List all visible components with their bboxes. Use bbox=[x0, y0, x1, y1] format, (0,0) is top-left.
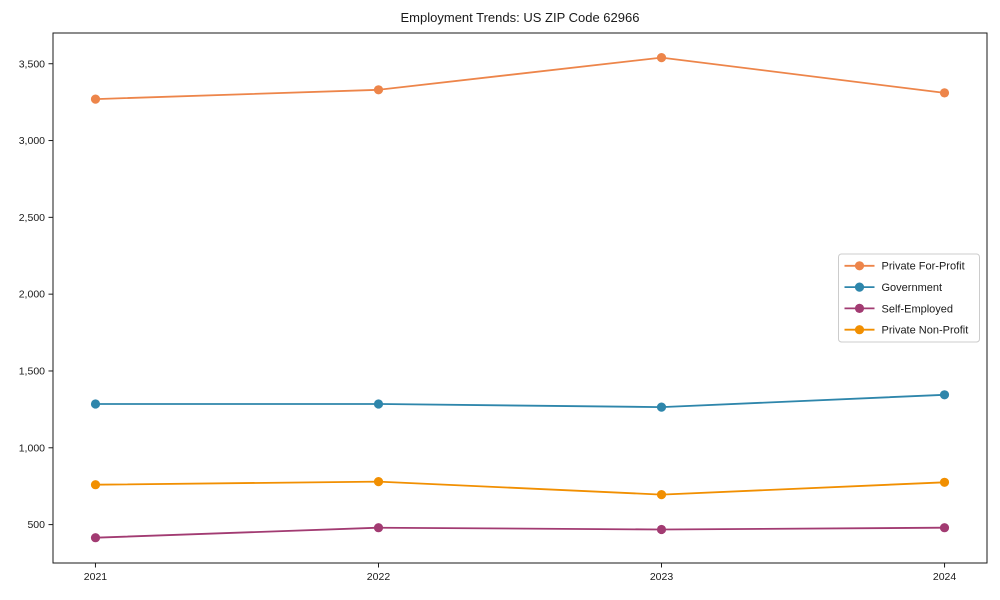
series-private-non-profit bbox=[90, 477, 950, 500]
y-tick-label: 2,500 bbox=[19, 212, 45, 224]
data-point-private-non-profit bbox=[90, 480, 101, 490]
x-tick-label: 2021 bbox=[84, 571, 108, 583]
y-tick-label: 3,500 bbox=[19, 58, 45, 70]
y-tick-label: 1,000 bbox=[19, 442, 45, 454]
legend-label-private-for-profit: Private For-Profit bbox=[882, 261, 965, 273]
legend-item-private-for-profit: Private For-Profit bbox=[844, 261, 965, 273]
data-point-private-non-profit bbox=[373, 477, 384, 487]
axes-spines bbox=[52, 32, 988, 564]
legend-marker-private-non-profit bbox=[854, 325, 865, 335]
legend-item-self-employed: Self-Employed bbox=[844, 303, 954, 315]
data-point-government bbox=[373, 399, 384, 409]
data-point-private-for-profit bbox=[939, 88, 950, 98]
y-tick-label: 500 bbox=[27, 519, 45, 531]
data-point-government bbox=[656, 402, 667, 412]
data-point-self-employed bbox=[373, 523, 384, 533]
data-point-government bbox=[939, 390, 950, 400]
data-point-private-non-profit bbox=[939, 477, 950, 487]
x-tick-label: 2024 bbox=[933, 571, 957, 583]
legend-item-government: Government bbox=[844, 282, 943, 294]
series-line-government bbox=[94, 393, 946, 409]
legend-marker-self-employed bbox=[854, 303, 865, 313]
data-point-private-for-profit bbox=[373, 85, 384, 95]
y-tick-label: 2,000 bbox=[19, 289, 45, 301]
legend-label-self-employed: Self-Employed bbox=[882, 303, 954, 315]
series-private-for-profit bbox=[90, 53, 950, 104]
y-tick-label: 3,000 bbox=[19, 135, 45, 147]
x-axis: 2021 2022 2023 2024 bbox=[84, 563, 957, 583]
y-axis: 500 1,000 1,500 2,000 2,500 3,000 3,500 bbox=[19, 58, 53, 531]
data-point-private-for-profit bbox=[656, 53, 667, 63]
chart-title: Employment Trends: US ZIP Code 62966 bbox=[401, 10, 640, 25]
series-line-private-for-profit bbox=[94, 56, 946, 100]
series-line-self-employed bbox=[94, 526, 946, 539]
legend-box bbox=[838, 253, 980, 343]
plot-frame bbox=[52, 32, 988, 564]
legend: Private For-Profit Government Self-Employe… bbox=[838, 253, 980, 343]
legend-label-private-non-profit: Private Non-Profit bbox=[882, 325, 969, 337]
series-self-employed bbox=[90, 523, 950, 543]
data-point-self-employed bbox=[90, 533, 101, 543]
legend-marker-government bbox=[854, 282, 865, 292]
series-layer bbox=[90, 53, 950, 543]
data-point-private-non-profit bbox=[656, 490, 667, 500]
data-point-self-employed bbox=[939, 523, 950, 533]
x-tick-label: 2022 bbox=[367, 571, 391, 583]
legend-item-private-non-profit: Private Non-Profit bbox=[844, 325, 969, 337]
legend-label-government: Government bbox=[882, 282, 943, 294]
series-line-private-non-profit bbox=[94, 480, 946, 496]
legend-marker-private-for-profit bbox=[854, 261, 865, 271]
data-point-private-for-profit bbox=[90, 94, 101, 104]
x-tick-label: 2023 bbox=[650, 571, 674, 583]
data-point-government bbox=[90, 399, 101, 409]
series-government bbox=[90, 390, 950, 412]
y-tick-label: 1,500 bbox=[19, 366, 45, 378]
data-point-self-employed bbox=[656, 524, 667, 535]
